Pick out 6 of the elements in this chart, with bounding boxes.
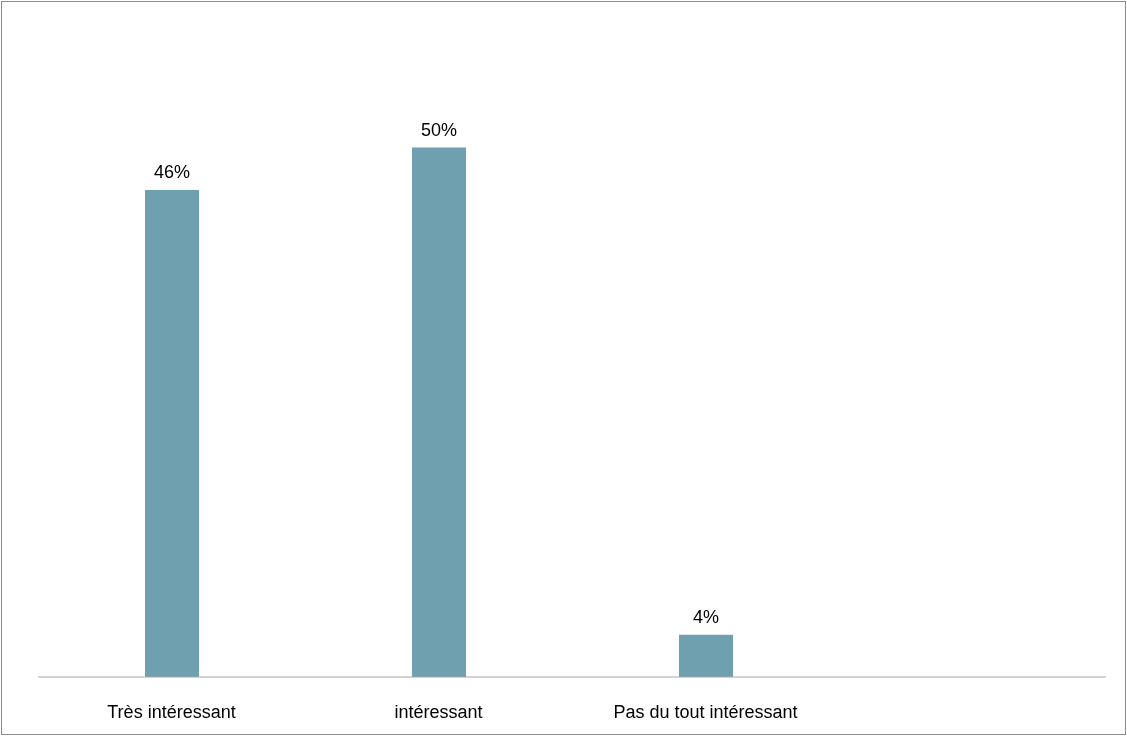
- x-tick-label: Pas du tout intéressant: [613, 701, 798, 722]
- data-label: 4%: [692, 606, 720, 627]
- data-label: 50%: [420, 119, 458, 140]
- data-label: 46%: [153, 161, 191, 182]
- x-tick-label: Très intéressant: [107, 701, 236, 722]
- x-tick-label: intéressant: [394, 701, 483, 722]
